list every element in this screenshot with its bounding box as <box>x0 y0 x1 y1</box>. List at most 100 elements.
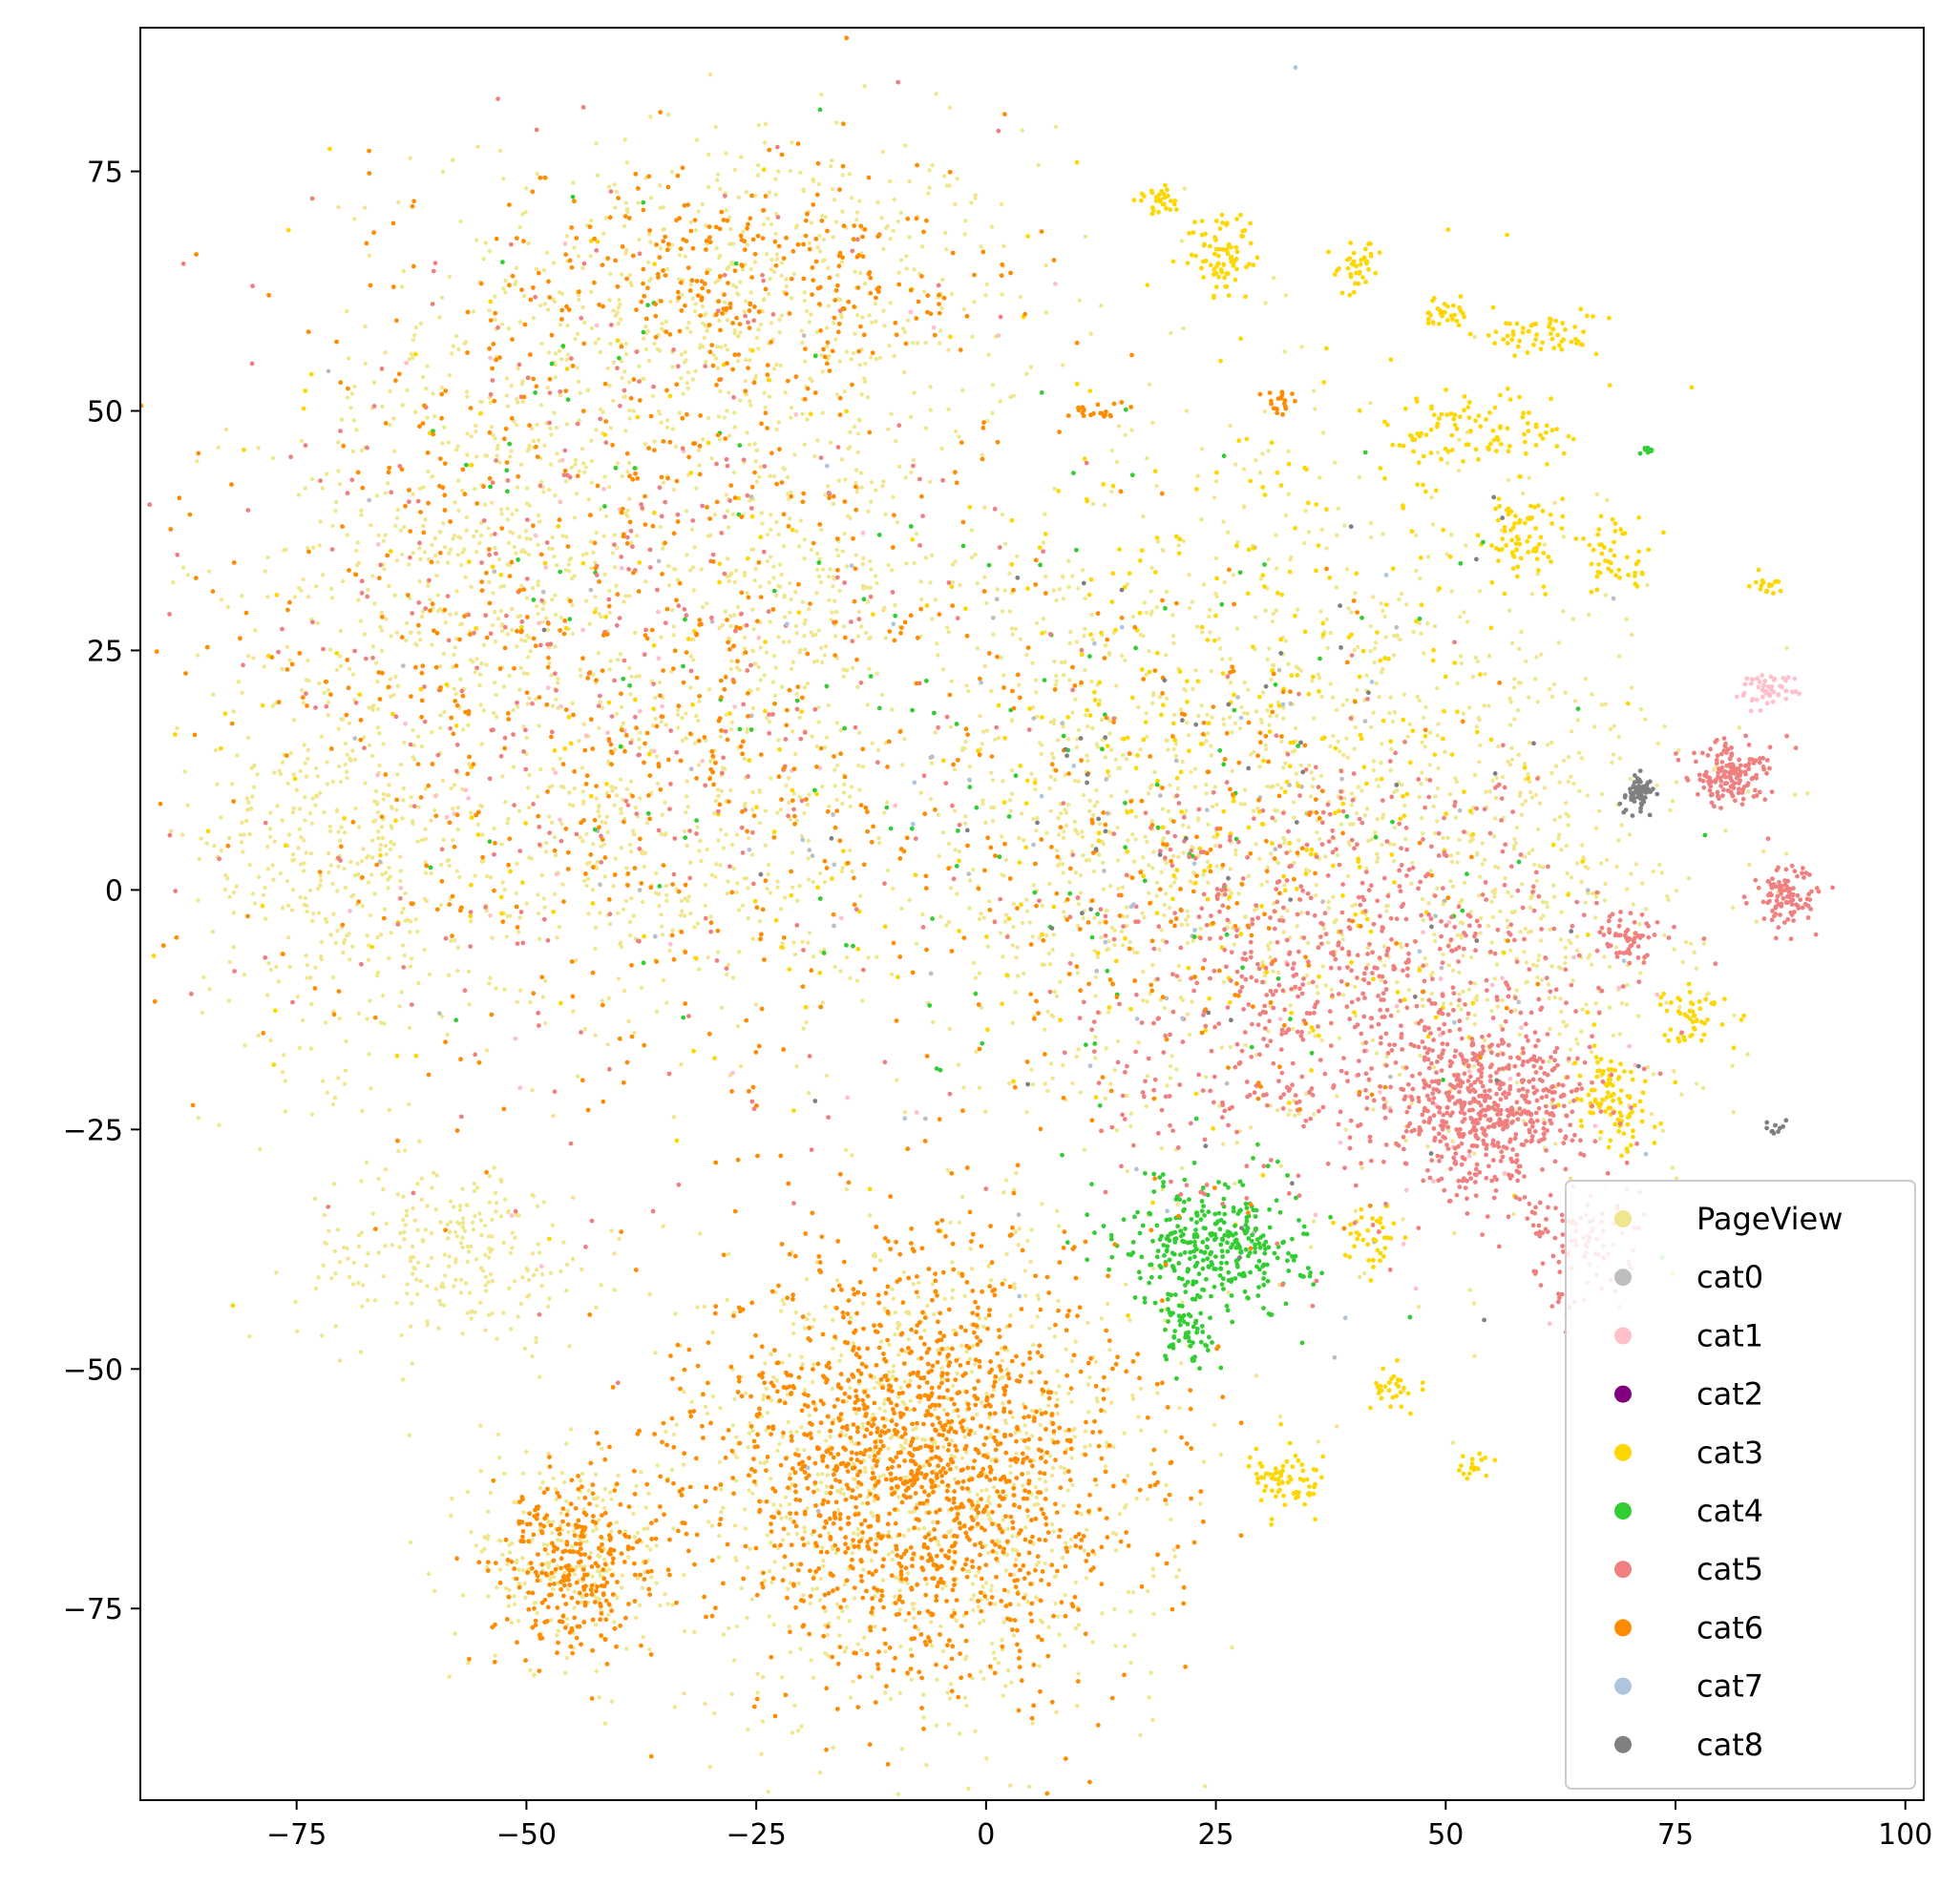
point-PageView <box>865 1495 870 1499</box>
point-PageView <box>1353 724 1359 730</box>
point-PageView <box>1053 682 1058 687</box>
point-PageView <box>472 1181 477 1186</box>
point-PageView <box>524 486 530 491</box>
point-PageView <box>364 855 369 860</box>
point-PageView <box>1062 673 1066 678</box>
point-PageView <box>1133 837 1138 842</box>
point-PageView <box>1141 514 1146 519</box>
point-PageView <box>919 244 925 249</box>
point-PageView <box>890 1557 895 1562</box>
point-PageView <box>745 726 749 731</box>
point-PageView <box>246 654 251 659</box>
point-PageView <box>915 341 920 346</box>
point-PageView <box>1561 609 1566 614</box>
point-PageView <box>802 621 807 626</box>
point-PageView <box>1664 1000 1669 1005</box>
point-PageView <box>242 1043 247 1048</box>
point-PageView <box>832 198 837 202</box>
point-PageView <box>1012 1187 1017 1192</box>
point-PageView <box>570 576 575 581</box>
point-PageView <box>456 478 461 483</box>
point-PageView <box>493 436 497 441</box>
point-PageView <box>537 1471 542 1476</box>
point-PageView <box>1180 823 1186 828</box>
point-PageView <box>409 1540 413 1545</box>
point-PageView <box>448 1199 453 1204</box>
point-PageView <box>196 898 200 903</box>
point-PageView <box>895 520 900 525</box>
point-PageView <box>505 632 510 637</box>
point-PageView <box>750 1491 755 1497</box>
point-PageView <box>1053 1601 1058 1606</box>
point-PageView <box>868 355 874 360</box>
point-PageView <box>1064 1347 1068 1352</box>
point-PageView <box>580 304 585 310</box>
point-PageView <box>350 449 355 454</box>
point-PageView <box>495 714 499 720</box>
point-PageView <box>1011 393 1016 398</box>
point-PageView <box>764 252 769 257</box>
point-PageView <box>956 1270 961 1275</box>
point-PageView <box>354 428 359 432</box>
point-PageView <box>1376 855 1380 861</box>
point-PageView <box>1186 825 1191 829</box>
point-PageView <box>967 1356 973 1362</box>
point-PageView <box>1063 773 1067 778</box>
point-PageView <box>1008 1470 1013 1476</box>
point-PageView <box>1455 850 1461 855</box>
point-PageView <box>1087 808 1092 814</box>
point-PageView <box>768 1568 772 1574</box>
point-PageView <box>1193 668 1198 673</box>
point-PageView <box>554 1497 558 1502</box>
point-PageView <box>418 638 423 642</box>
point-PageView <box>693 368 698 373</box>
point-PageView <box>371 703 376 708</box>
point-PageView <box>1085 1382 1091 1387</box>
point-PageView <box>941 1444 946 1450</box>
point-PageView <box>1179 1361 1184 1366</box>
point-PageView <box>826 484 831 489</box>
point-PageView <box>538 1579 543 1583</box>
point-PageView <box>1435 451 1441 455</box>
point-PageView <box>713 356 719 361</box>
point-PageView <box>1259 720 1264 724</box>
point-PageView <box>620 1573 624 1578</box>
point-PageView <box>420 1237 425 1243</box>
point-PageView <box>1490 914 1496 920</box>
point-PageView <box>959 1343 964 1349</box>
point-PageView <box>862 376 867 381</box>
point-PageView <box>729 842 735 848</box>
point-PageView <box>1281 716 1286 721</box>
point-PageView <box>1334 585 1339 590</box>
point-PageView <box>604 814 609 819</box>
point-PageView <box>803 359 808 364</box>
point-PageView <box>227 835 232 841</box>
point-PageView <box>550 598 555 602</box>
point-PageView <box>474 1257 479 1262</box>
point-PageView <box>1052 486 1057 492</box>
point-PageView <box>549 673 554 678</box>
point-PageView <box>869 480 875 485</box>
point-PageView <box>1359 788 1364 793</box>
point-PageView <box>961 1085 966 1090</box>
point-PageView <box>830 1546 835 1552</box>
point-PageView <box>542 302 548 306</box>
point-PageView <box>556 681 560 685</box>
point-PageView <box>601 409 605 414</box>
point-PageView <box>852 1531 856 1536</box>
point-PageView <box>622 989 627 994</box>
point-PageView <box>330 975 336 980</box>
point-PageView <box>824 644 829 649</box>
point-PageView <box>1485 997 1490 1002</box>
point-PageView <box>1325 645 1330 651</box>
point-PageView <box>1192 766 1198 771</box>
point-PageView <box>1062 835 1066 841</box>
point-PageView <box>536 579 540 584</box>
point-PageView <box>491 591 495 596</box>
point-PageView <box>643 346 648 352</box>
point-PageView <box>1109 925 1115 931</box>
point-PageView <box>858 471 864 475</box>
point-PageView <box>794 631 799 636</box>
point-PageView <box>474 1543 479 1548</box>
point-PageView <box>544 841 549 846</box>
